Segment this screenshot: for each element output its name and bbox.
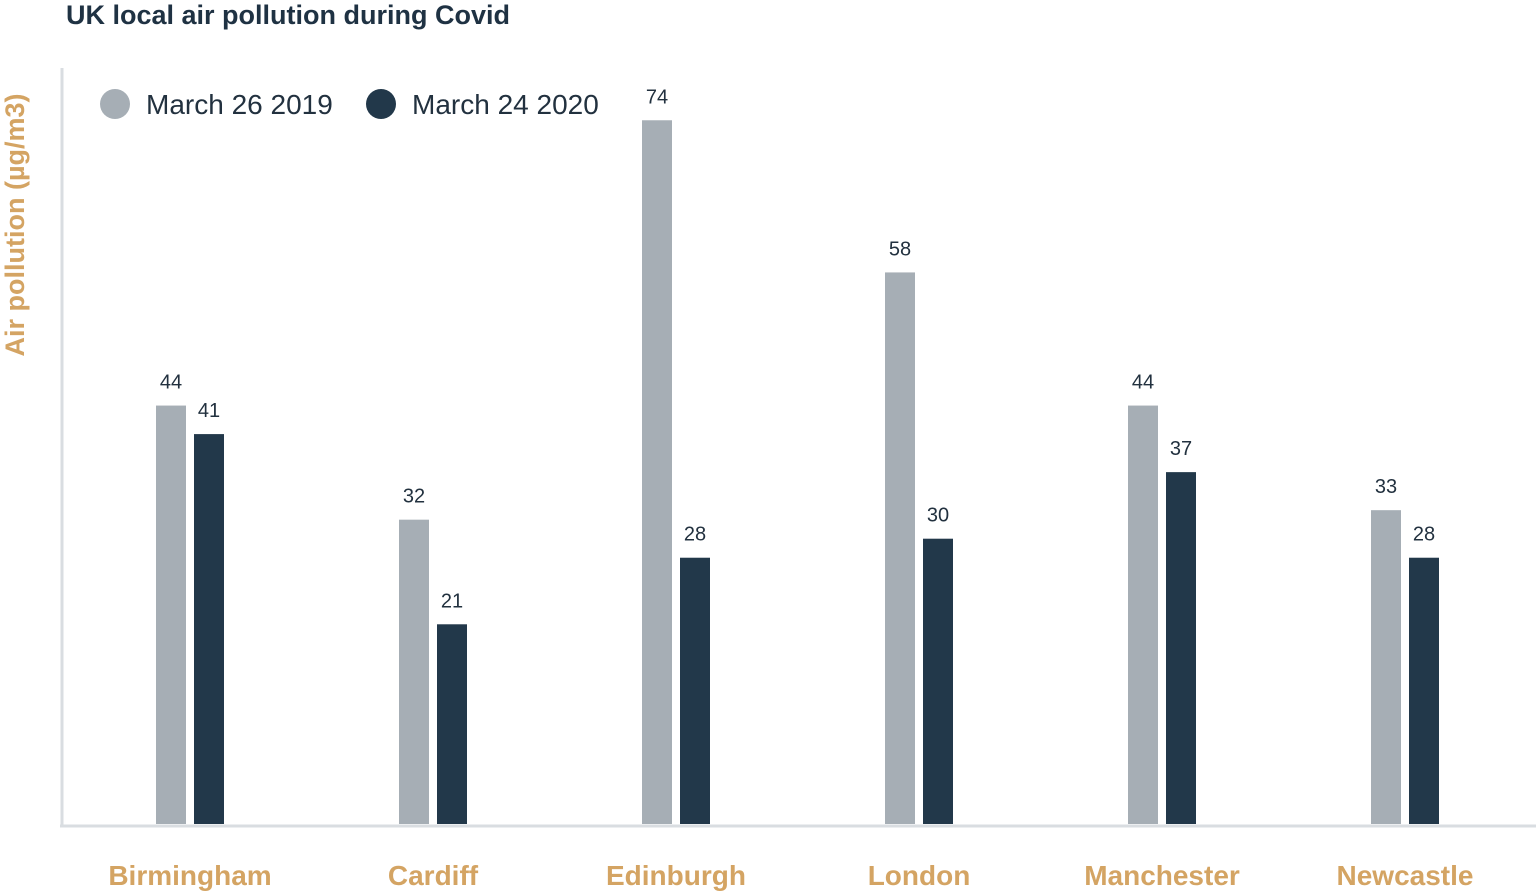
category-label-newcastle: Newcastle (1337, 860, 1474, 891)
y-axis-title: Air pollution (µg/m3) (0, 93, 30, 356)
value-label-edinburgh-2019: 74 (646, 86, 668, 108)
legend-swatch-2020 (366, 89, 396, 119)
category-label-edinburgh: Edinburgh (606, 860, 746, 891)
value-label-cardiff-2020: 21 (441, 590, 463, 612)
value-label-newcastle-2020: 28 (1413, 524, 1435, 546)
legend-label-2020: March 24 2020 (412, 89, 599, 120)
value-label-london-2019: 58 (889, 238, 911, 260)
legend: March 26 2019 March 24 2020 (100, 89, 599, 120)
bar-london-2020 (923, 538, 953, 824)
bar-newcastle-2020 (1409, 557, 1439, 824)
category-label-cardiff: Cardiff (388, 860, 479, 891)
value-label-birmingham-2020: 41 (198, 400, 220, 422)
bar-manchester-2020 (1166, 472, 1196, 824)
category-labels-group: Birmingham Cardiff Edinburgh London Manchest… (108, 860, 1473, 891)
value-label-birmingham-2019: 44 (160, 372, 182, 394)
value-label-newcastle-2019: 33 (1375, 476, 1397, 498)
bar-birmingham-2020 (194, 434, 224, 824)
bar-newcastle-2019 (1371, 510, 1401, 824)
value-label-cardiff-2019: 32 (403, 486, 425, 508)
value-label-london-2020: 30 (927, 505, 949, 527)
bar-cardiff-2019 (399, 519, 429, 824)
value-label-manchester-2019: 44 (1132, 372, 1154, 394)
bar-london-2019 (885, 272, 915, 824)
value-labels-group: 44 41 32 21 74 28 58 30 44 37 33 28 (160, 86, 1435, 612)
category-label-london: London (868, 860, 971, 891)
legend-label-2019: March 26 2019 (146, 89, 333, 120)
bar-birmingham-2019 (156, 405, 186, 824)
category-label-manchester: Manchester (1084, 860, 1240, 891)
bars-group (156, 120, 1439, 824)
bar-edinburgh-2020 (680, 557, 710, 824)
value-label-manchester-2020: 37 (1170, 438, 1192, 460)
category-label-birmingham: Birmingham (108, 860, 271, 891)
bar-cardiff-2020 (437, 624, 467, 824)
bar-edinburgh-2019 (642, 120, 672, 824)
legend-swatch-2019 (100, 89, 130, 119)
value-label-edinburgh-2020: 28 (684, 524, 706, 546)
chart-title: UK local air pollution during Covid (66, 0, 510, 30)
bar-manchester-2019 (1128, 405, 1158, 824)
